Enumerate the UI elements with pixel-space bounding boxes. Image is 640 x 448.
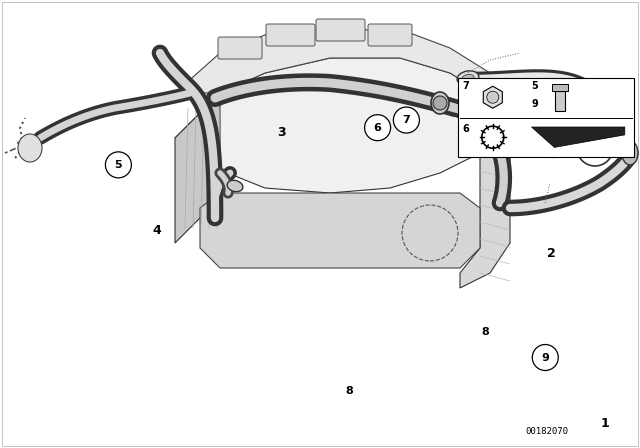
Text: 2: 2 — [547, 246, 556, 260]
Text: 7: 7 — [403, 115, 410, 125]
Text: 9: 9 — [591, 143, 599, 153]
Bar — [458, 78, 634, 157]
Text: 7: 7 — [463, 82, 469, 91]
Ellipse shape — [460, 102, 480, 118]
Text: 00182070: 00182070 — [525, 427, 569, 436]
Text: 8: 8 — [345, 386, 353, 396]
Ellipse shape — [622, 141, 638, 165]
Circle shape — [433, 96, 447, 110]
Polygon shape — [175, 58, 500, 193]
Text: 6: 6 — [374, 123, 381, 133]
Polygon shape — [460, 98, 510, 288]
Text: 5: 5 — [531, 82, 538, 91]
Circle shape — [487, 91, 499, 103]
Ellipse shape — [531, 121, 550, 135]
Circle shape — [106, 152, 131, 178]
Polygon shape — [175, 28, 490, 98]
FancyBboxPatch shape — [266, 24, 315, 46]
Text: 9: 9 — [531, 99, 538, 109]
Ellipse shape — [431, 92, 449, 114]
Ellipse shape — [18, 134, 42, 162]
Ellipse shape — [581, 142, 599, 164]
Circle shape — [365, 115, 390, 141]
Polygon shape — [200, 193, 480, 268]
Text: 8: 8 — [481, 327, 489, 337]
FancyBboxPatch shape — [218, 37, 262, 59]
Circle shape — [532, 345, 558, 370]
Ellipse shape — [457, 71, 479, 85]
FancyBboxPatch shape — [368, 24, 412, 46]
Text: 4: 4 — [152, 224, 161, 237]
Circle shape — [577, 130, 613, 166]
Ellipse shape — [462, 74, 474, 82]
Bar — [552, 84, 568, 91]
Text: 9: 9 — [541, 353, 549, 362]
Circle shape — [394, 107, 419, 133]
Ellipse shape — [227, 180, 243, 192]
Text: 3: 3 — [277, 125, 286, 139]
Text: 1: 1 — [600, 417, 609, 430]
FancyBboxPatch shape — [316, 19, 365, 41]
Ellipse shape — [534, 124, 545, 132]
Polygon shape — [531, 127, 625, 147]
Polygon shape — [175, 93, 220, 243]
Text: 6: 6 — [463, 124, 469, 134]
Text: 5: 5 — [115, 160, 122, 170]
Bar — [555, 91, 564, 111]
